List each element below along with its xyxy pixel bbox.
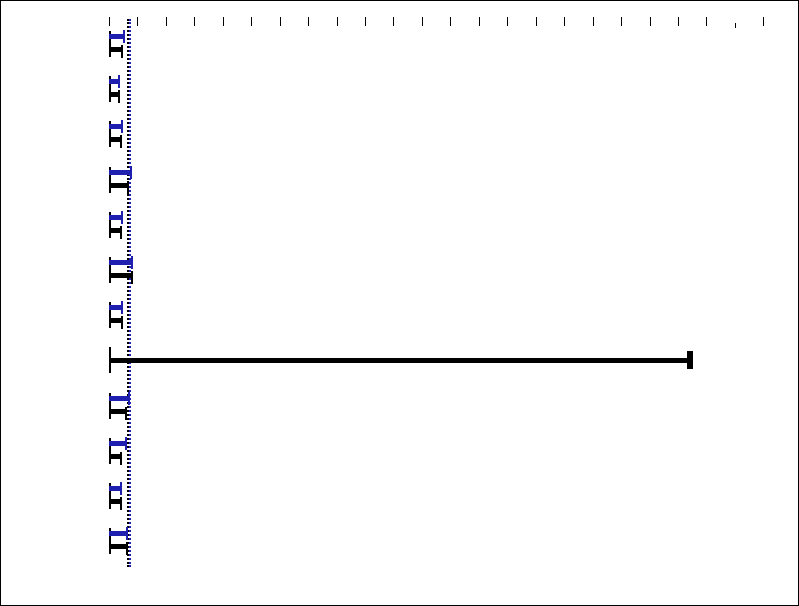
- bar-base: [109, 47, 121, 52]
- axis-tick-mark: [734, 23, 736, 28]
- axis-tick-mark: [137, 17, 139, 26]
- bar-base: [109, 544, 127, 550]
- bar-peak: [109, 440, 125, 446]
- bar-end-cap-peak: [120, 301, 123, 315]
- bar-origin-tick: [109, 483, 111, 509]
- axis-tick-mark: [450, 17, 452, 26]
- bar-peak: [109, 260, 131, 265]
- bar-base: [109, 499, 121, 504]
- axis-tick-mark: [194, 17, 196, 26]
- axis-tick-mark: [478, 17, 480, 26]
- bar-end-cap-base: [120, 45, 123, 58]
- bar-origin-tick: [109, 392, 111, 419]
- bar-end-cap-peak: [129, 165, 132, 179]
- axis-tick-mark: [109, 17, 110, 26]
- axis-tick-mark: [251, 17, 253, 26]
- bar-peak: [109, 124, 121, 130]
- bar-end-cap-peak: [120, 482, 123, 495]
- bar-base: [109, 227, 120, 233]
- reference-line-peak: [128, 19, 133, 567]
- axis-tick-mark: [763, 17, 765, 26]
- bar-end-cap-base: [124, 406, 127, 420]
- axis-tick-mark: [564, 17, 566, 26]
- bar-end-cap: [687, 351, 690, 370]
- bar-peak: [109, 531, 127, 537]
- bar-origin-tick: [109, 257, 111, 283]
- bar-base: [109, 453, 121, 459]
- bar-origin-tick: [109, 31, 111, 57]
- bar-end-cap-base: [119, 225, 122, 239]
- axis-tick-mark: [222, 17, 224, 26]
- reference-line-base: [126, 19, 131, 567]
- bar-peak: [109, 395, 128, 401]
- bar-origin-tick: [109, 121, 111, 148]
- bar-origin-tick: [109, 166, 111, 193]
- bar-end-cap-peak: [130, 256, 133, 269]
- axis-tick-mark: [649, 17, 651, 26]
- bar-end-cap-peak: [122, 30, 125, 43]
- bar-base: [109, 408, 125, 414]
- bar-end-cap-base: [120, 451, 123, 465]
- bar-end-cap-base: [120, 316, 123, 330]
- bar-origin-tick: [109, 528, 111, 555]
- bar-end-cap-base: [117, 90, 120, 104]
- bar-end-cap-base: [120, 497, 123, 510]
- axis-tick-mark: [336, 17, 338, 26]
- bar-origin-tick: [109, 302, 111, 329]
- bar-peak: [109, 169, 130, 175]
- bar-origin-tick: [109, 211, 111, 238]
- axis-tick-mark: [677, 17, 679, 26]
- bar-base: [109, 137, 121, 143]
- axis-tick-mark: [706, 17, 708, 26]
- axis-tick-mark: [308, 17, 310, 26]
- axis-tick-mark: [279, 17, 281, 26]
- bar-base: [109, 273, 131, 278]
- bar-base: [109, 92, 118, 98]
- bar-base: [109, 318, 121, 324]
- bar-peak: [109, 79, 119, 85]
- bar-end-cap-peak: [127, 391, 130, 405]
- bar-origin-tick: [109, 76, 111, 103]
- bar-end-cap-peak: [120, 210, 123, 224]
- axis-tick-mark: [535, 17, 537, 26]
- bar-end-cap-peak: [124, 436, 127, 450]
- bar-base: [109, 358, 690, 364]
- bar-end-cap-base: [126, 542, 129, 556]
- bar-peak: [109, 34, 123, 39]
- axis-tick-mark: [165, 17, 167, 26]
- axis-tick-mark: [365, 17, 367, 26]
- bar-origin-tick: [109, 437, 111, 464]
- bar-peak: [109, 486, 121, 491]
- bar-peak: [109, 305, 121, 311]
- axis-tick-mark: [393, 17, 395, 26]
- axis-tick-mark: [421, 17, 423, 26]
- bar-end-cap: [689, 351, 692, 370]
- bar-end-cap-base: [126, 180, 129, 194]
- axis-tick-mark: [621, 17, 623, 26]
- axis-tick-mark: [507, 17, 509, 26]
- bar-end-cap: [691, 351, 694, 370]
- bar-end-cap-peak: [121, 120, 123, 134]
- bar-base: [109, 182, 127, 188]
- bar-end-cap-peak: [126, 527, 129, 541]
- bar-end-cap-base: [130, 271, 133, 284]
- bar-end-cap-peak: [118, 75, 121, 89]
- bar-end-cap-base: [120, 135, 123, 149]
- axis-tick-mark: [592, 17, 594, 26]
- bar-peak: [109, 214, 121, 220]
